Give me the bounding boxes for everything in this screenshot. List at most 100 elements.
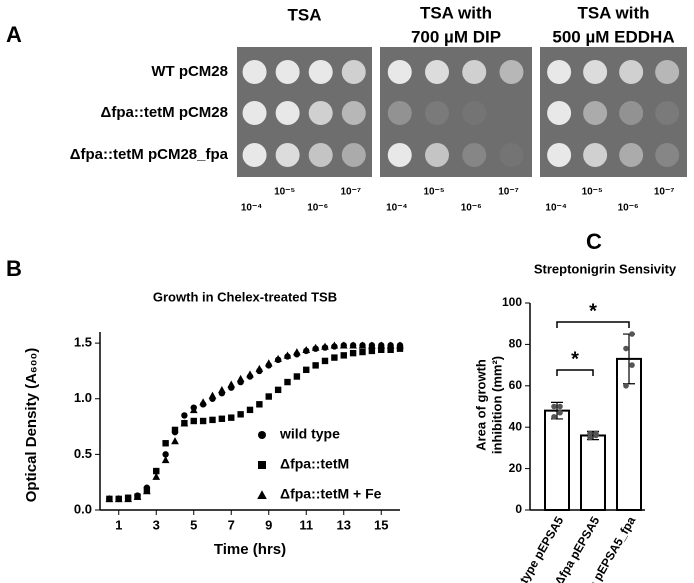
data-point — [105, 495, 114, 503]
data-point — [396, 345, 404, 352]
y-tick-label: 80 — [509, 337, 523, 351]
data-point — [303, 366, 310, 374]
data-point — [330, 341, 339, 349]
data-point — [258, 461, 266, 469]
colony-spot — [242, 101, 267, 125]
data-point — [227, 380, 236, 388]
dilution-label: 10⁻⁷ — [498, 187, 519, 198]
data-point — [208, 391, 217, 399]
dilution-label: 10⁻⁷ — [341, 187, 362, 198]
data-point — [152, 472, 161, 480]
x-tick-label: 9 — [265, 517, 272, 532]
y-tick-label: 60 — [509, 378, 523, 392]
data-point — [293, 348, 301, 356]
data-point — [274, 354, 282, 362]
dilution-label: 10⁻⁴ — [545, 203, 566, 214]
strain-label: Δfpa::tetM pCM28 — [101, 104, 228, 121]
colony-spot — [275, 101, 300, 125]
data-point — [256, 401, 263, 408]
data-point — [124, 495, 132, 503]
colony-spot — [341, 101, 366, 125]
colony-spot — [655, 60, 680, 84]
x-axis-label: Time (hrs) — [214, 541, 286, 558]
panel-label: B — [6, 256, 22, 281]
colony-spot — [462, 143, 487, 167]
data-point — [180, 419, 189, 427]
data-point — [246, 370, 254, 378]
data-point — [181, 412, 188, 419]
data-point — [331, 354, 338, 361]
data-point — [359, 348, 366, 356]
data-point — [274, 386, 282, 394]
data-point — [396, 341, 404, 349]
colony-spot — [619, 101, 644, 125]
data-point — [228, 414, 235, 421]
data-point — [189, 406, 198, 414]
significance-label: * — [589, 300, 597, 322]
chart-title: Growth in Chelex-treated TSB — [153, 289, 337, 304]
condition-title: TSA — [288, 5, 322, 24]
colony-spot — [341, 60, 366, 84]
colony-spot — [308, 101, 333, 125]
data-point — [246, 406, 254, 414]
data-point — [629, 331, 635, 337]
colony-spot — [425, 143, 449, 167]
bar — [580, 434, 606, 512]
colony-spot — [341, 143, 366, 167]
significance-bracket — [556, 369, 594, 376]
data-point — [386, 341, 395, 349]
x-tick-label: 1 — [115, 517, 122, 532]
dilution-label: 10⁻⁵ — [274, 187, 295, 198]
data-point — [218, 415, 226, 422]
y-axis-label: inhibition (mm²) — [489, 356, 504, 454]
data-point — [587, 430, 593, 437]
colony-spot — [583, 101, 608, 125]
data-point — [378, 346, 385, 353]
bar — [544, 409, 570, 512]
colony-spot — [583, 60, 608, 84]
data-point — [171, 437, 179, 445]
colony-spot — [655, 101, 680, 125]
colony-spot — [462, 60, 487, 84]
colony-spot — [275, 60, 300, 84]
data-point — [258, 431, 266, 439]
data-point — [283, 351, 292, 359]
colony-spot — [387, 101, 412, 125]
colony-spot — [462, 101, 487, 125]
x-tick-label: 7 — [228, 517, 235, 532]
y-tick-label: 0.0 — [74, 501, 92, 516]
dilution-label: 10⁻⁴ — [386, 203, 407, 214]
data-point — [237, 411, 244, 418]
data-point — [162, 440, 169, 447]
y-tick-label: 1.5 — [74, 335, 92, 350]
y-tick-label: 20 — [509, 461, 523, 475]
data-point — [236, 374, 245, 382]
data-point — [255, 364, 264, 372]
colony-spot — [619, 60, 644, 84]
panel-label: A — [6, 22, 22, 47]
chart-title: Streptonigrin Sensivity — [534, 261, 677, 276]
y-tick-label: 100 — [502, 295, 522, 309]
strain-label: WT pCM28 — [151, 63, 228, 80]
data-point — [302, 345, 311, 353]
data-point — [133, 492, 142, 500]
dilution-label: 10⁻⁶ — [618, 203, 639, 214]
data-point — [143, 487, 151, 495]
strain-label: Δfpa::tetM pCM28_fpa — [70, 146, 229, 163]
data-point — [349, 349, 357, 357]
x-tick-label: 3 — [153, 517, 160, 532]
data-point — [264, 359, 273, 367]
panel-label: C — [586, 229, 602, 254]
colony-spot — [619, 143, 644, 167]
data-point — [312, 362, 319, 369]
colony-spot — [655, 143, 680, 167]
data-point — [551, 414, 557, 420]
dilution-label: 10⁻⁵ — [582, 187, 603, 198]
y-axis-label: Area of growth — [473, 359, 488, 451]
colony-spot — [547, 101, 572, 125]
colony-spot — [242, 143, 267, 167]
condition-title: 700 µM DIP — [411, 27, 501, 46]
dilution-label: 10⁻⁴ — [241, 203, 262, 214]
condition-title: TSA with — [577, 3, 649, 22]
